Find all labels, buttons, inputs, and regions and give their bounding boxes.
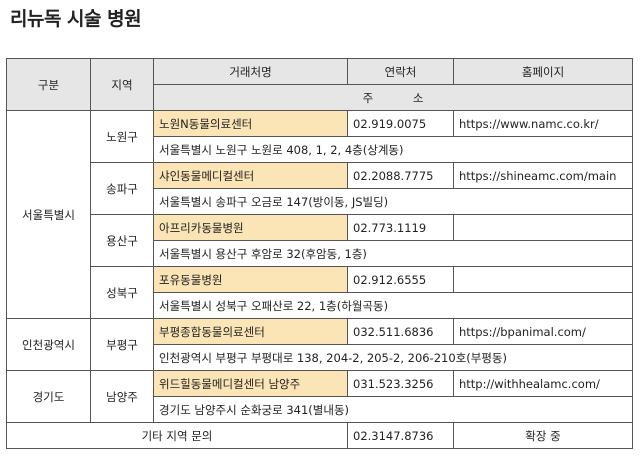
clinic-homepage-link[interactable]: http://withhealamc.com/ (453, 370, 633, 397)
table-row: 경기도 남양주 위드힐동물메디컬센터 남양주 031.523.3256 http… (6, 370, 633, 423)
clinic-homepage-link[interactable]: https://shineamc.com/main (453, 162, 633, 189)
clinic-homepage-link[interactable]: https://bpanimal.com/ (453, 318, 633, 345)
clinic-address: 서울특별시 성북구 오패산로 22, 1층(하월곡동) (153, 292, 633, 319)
footer-label: 기타 지역 문의 (6, 422, 348, 449)
clinic-name: 노원N동물의료센터 (153, 110, 348, 137)
header-row: 구분 지역 거래처명 연락처 홈페이지 (6, 58, 633, 111)
clinic-address: 인천광역시 부평구 부평대로 138, 204-2, 205-2, 206-21… (153, 344, 633, 371)
footer-phone: 02.3147.8736 (347, 422, 454, 449)
table-row: 인천광역시 부평구 부평종합동물의료센터 032.511.6836 https:… (6, 318, 633, 371)
region-seoul: 서울특별시 (6, 110, 91, 319)
clinic-address: 서울특별시 노원구 노원로 408, 1, 2, 4층(상계동) (153, 136, 633, 163)
table-row: 서울특별시 노원구 노원N동물의료센터 02.919.0075 https://… (6, 110, 633, 319)
clinic-phone: 02.773.1119 (347, 214, 454, 241)
clinic-name: 샤인동물메디컬센터 (153, 162, 348, 189)
clinic-phone: 031.523.3256 (347, 370, 454, 397)
table-row: 송파구 샤인동물메디컬센터 02.2088.7775 https://shine… (7, 162, 633, 215)
clinic-address: 서울특별시 용산구 후암로 32(후암동, 1층) (153, 240, 633, 267)
clinic-name: 부평종합동물의료센터 (153, 318, 348, 345)
header-homepage: 홈페이지 (453, 58, 633, 85)
clinic-name: 포유동물병원 (153, 266, 348, 293)
table-row: 서울특별시 성북구 오패산로 22, 1층(하월곡동) (7, 292, 633, 319)
header-address: 주 소 (153, 84, 633, 111)
clinic-phone: 02.919.0075 (347, 110, 454, 137)
clinic-phone: 02.2088.7775 (347, 162, 454, 189)
footer-row: 기타 지역 문의 02.3147.8736 확장 중 (6, 422, 633, 449)
footer-note: 확장 중 (453, 422, 633, 449)
table-row: 인천광역시 부평구 부평대로 138, 204-2, 205-2, 206-21… (7, 344, 633, 371)
clinic-phone: 032.511.6836 (347, 318, 454, 345)
header-row-address: 주 소 (7, 84, 633, 111)
table-row: 용산구 아프리카동물병원 02.773.1119 (7, 214, 633, 267)
header-category: 구분 (6, 58, 91, 111)
clinic-name: 아프리카동물병원 (153, 214, 348, 241)
table-row: 성북구 포유동물병원 02.912.6555 (7, 266, 633, 319)
header-phone: 연락처 (347, 58, 454, 85)
header-clinic: 거래처명 (153, 58, 348, 85)
region-incheon: 인천광역시 (6, 318, 91, 371)
region-gyeonggi: 경기도 (6, 370, 91, 423)
area-cell: 송파구 (90, 162, 154, 215)
table-row: 경기도 남양주시 순화궁로 341(별내동) (7, 396, 633, 423)
area-cell: 성북구 (90, 266, 154, 319)
clinic-address: 경기도 남양주시 순화궁로 341(별내동) (153, 396, 633, 423)
page-title: 리뉴독 시술 병원 (10, 8, 142, 30)
table-row: 서울특별시 송파구 오금로 147(방이동, JS빌딩) (7, 188, 633, 215)
area-cell: 남양주 (90, 370, 154, 423)
clinic-homepage-empty (453, 266, 633, 293)
clinic-homepage-empty (453, 214, 633, 241)
clinic-name: 위드힐동물메디컬센터 남양주 (153, 370, 348, 397)
clinic-table: 구분 지역 거래처명 연락처 홈페이지 주 소 서울특별시 노원구 노원N동물의… (6, 58, 633, 449)
area-cell: 노원구 (90, 110, 154, 163)
clinic-phone: 02.912.6555 (347, 266, 454, 293)
clinic-homepage-link[interactable]: https://www.namc.co.kr/ (453, 110, 633, 137)
area-cell: 부평구 (90, 318, 154, 371)
header-area: 지역 (90, 58, 154, 111)
area-cell: 용산구 (90, 214, 154, 267)
clinic-address: 서울특별시 송파구 오금로 147(방이동, JS빌딩) (153, 188, 633, 215)
table-row: 서울특별시 노원구 노원로 408, 1, 2, 4층(상계동) (7, 136, 633, 163)
